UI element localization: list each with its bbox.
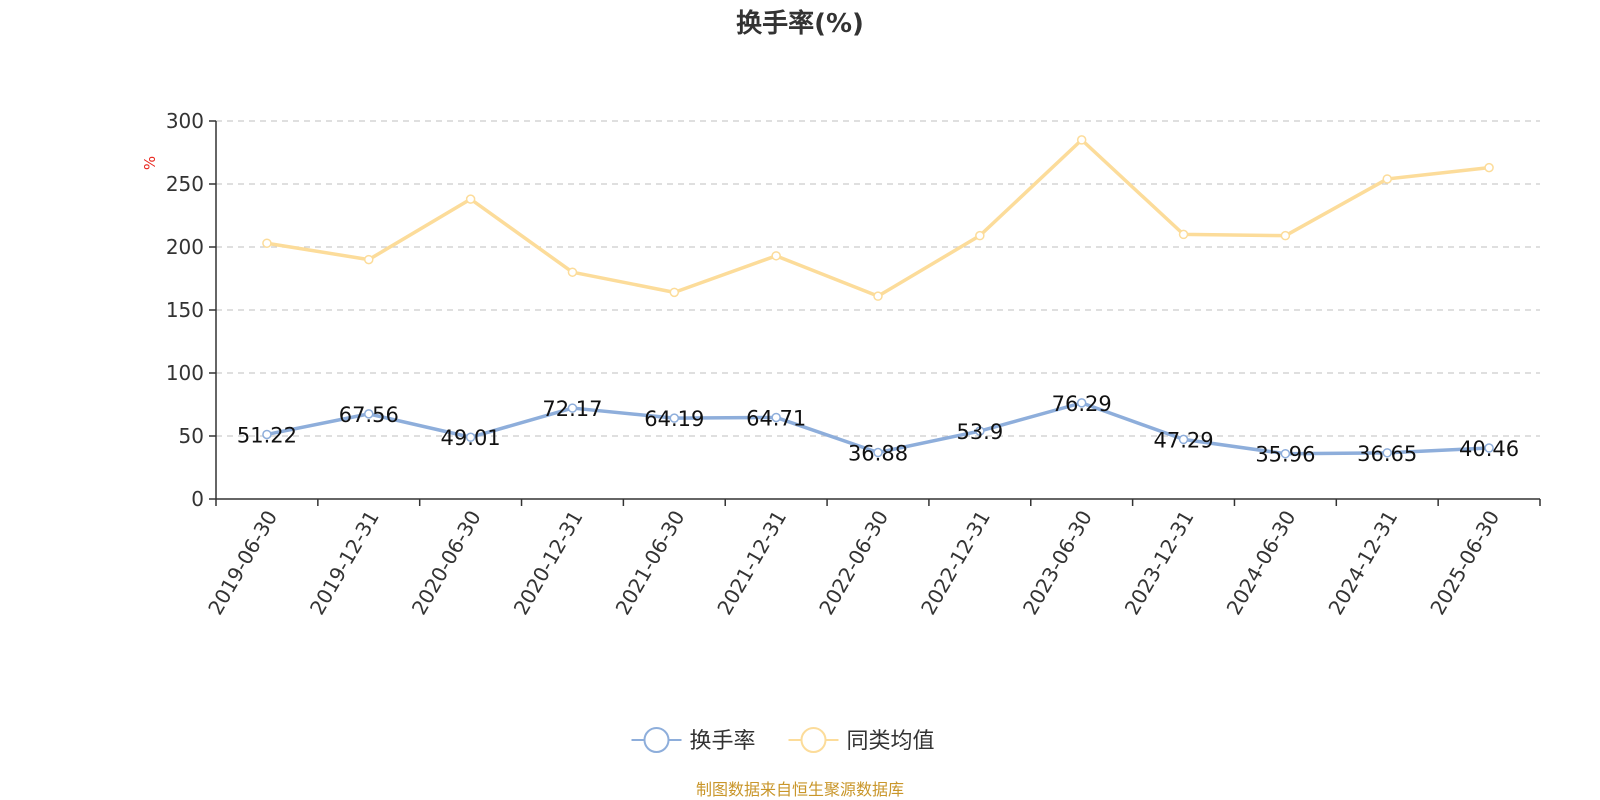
data-point — [465, 194, 476, 204]
y-tick-label: 0 — [191, 487, 204, 511]
data-point — [669, 413, 680, 423]
data-point — [567, 267, 578, 277]
x-tick-label: 2023-06-30 — [1018, 506, 1097, 619]
data-point — [975, 230, 985, 241]
data-point — [873, 291, 883, 301]
data-point — [1382, 448, 1392, 458]
x-tick-label: 2020-12-31 — [509, 506, 588, 619]
legend-item[interactable]: 换手率 — [631, 727, 756, 754]
x-tick-label: 2024-06-30 — [1222, 506, 1301, 619]
y-tick-label: 50 — [179, 424, 204, 448]
x-tick-label: 2021-06-30 — [610, 506, 689, 619]
data-label: 72.17 — [542, 397, 602, 421]
series-lines — [262, 135, 1494, 459]
x-tick-label: 2019-06-30 — [203, 506, 282, 619]
data-label: 67.56 — [339, 403, 399, 427]
data-point — [771, 251, 781, 261]
x-tick-label: 2023-12-31 — [1120, 506, 1199, 619]
data-label: 36.65 — [1357, 442, 1417, 466]
data-point — [873, 447, 883, 458]
y-tick-label: 300 — [166, 109, 204, 133]
data-label: 49.01 — [441, 426, 501, 450]
legend-item[interactable]: 同类均值 — [788, 727, 935, 754]
legend: 换手率 同类均值 — [631, 727, 935, 754]
x-tick-label: 2021-12-31 — [712, 506, 791, 619]
x-tick-label: 2024-12-31 — [1323, 506, 1402, 619]
y-tick-label: 250 — [166, 172, 204, 196]
data-point — [1280, 230, 1291, 241]
x-tick-label: 2020-06-30 — [407, 506, 486, 619]
x-tick-label: 2022-12-31 — [916, 506, 995, 619]
legend-circle-icon — [643, 727, 670, 753]
data-point — [262, 429, 272, 440]
data-label: 40.46 — [1459, 437, 1519, 461]
data-point — [1280, 448, 1291, 459]
y-tick-label: 100 — [166, 361, 204, 385]
data-label: 35.96 — [1255, 443, 1315, 467]
legend-label: 换手率 — [690, 729, 756, 754]
y-tick-label: 200 — [166, 235, 204, 259]
data-label: 53.9 — [956, 420, 1003, 444]
grid-lines — [216, 120, 1540, 437]
data-point — [1484, 443, 1494, 453]
data-point — [975, 426, 985, 436]
data-label: 64.19 — [644, 407, 704, 431]
series-line — [266, 138, 1490, 298]
data-label: 76.29 — [1052, 392, 1112, 416]
x-tick-label: 2025-06-30 — [1425, 506, 1504, 619]
y-tick-label: 150 — [166, 298, 204, 322]
data-label: 51.22 — [237, 423, 297, 447]
data-label: 36.88 — [848, 442, 908, 466]
data-labels: 51.22 67.56 49.01 72.17 64.19 64.71 36.88 53.9 7… — [237, 392, 1519, 467]
data-label: 47.29 — [1153, 428, 1213, 452]
data-label: 64.71 — [746, 406, 806, 430]
axes: 0 50 100 150 200 250 300 2019-06-30 2019-12-31 20… — [166, 109, 1541, 619]
data-point — [669, 287, 680, 298]
data-point — [364, 254, 374, 265]
source-note: 制图数据来自恒生聚源数据库 — [696, 780, 904, 799]
legend-label: 同类均值 — [847, 729, 935, 754]
data-point — [1178, 229, 1189, 240]
data-point — [1484, 162, 1494, 173]
y-axis-unit-label: % — [141, 156, 159, 170]
data-point — [364, 409, 374, 419]
data-point — [465, 432, 476, 442]
data-point — [567, 403, 578, 413]
data-point — [771, 412, 781, 423]
data-point — [262, 238, 272, 248]
data-point — [1178, 434, 1189, 445]
chart-title: 换手率(%) — [736, 8, 864, 39]
data-point — [1076, 135, 1087, 145]
x-tick-label: 2019-12-31 — [305, 506, 384, 619]
data-point — [1382, 174, 1392, 184]
legend-circle-icon — [800, 727, 827, 753]
x-tick-label: 2022-06-30 — [814, 506, 893, 619]
data-point — [1076, 398, 1087, 408]
